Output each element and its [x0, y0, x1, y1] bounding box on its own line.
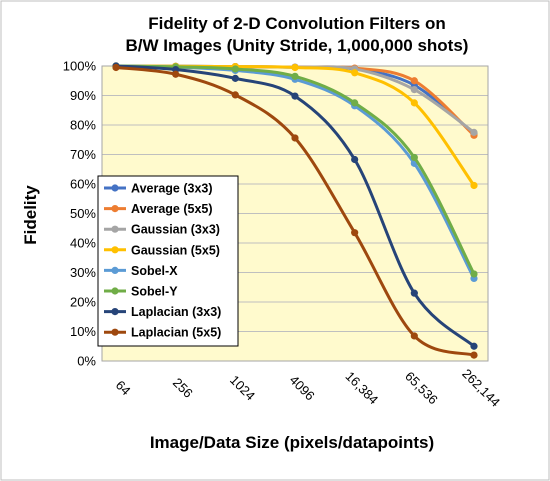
legend-label: Gaussian (5x5) — [131, 243, 220, 257]
data-point — [351, 69, 359, 77]
legend-label: Laplacian (3x3) — [131, 305, 221, 319]
data-point — [172, 70, 180, 78]
legend-label: Sobel-X — [131, 264, 178, 278]
data-point — [112, 63, 120, 72]
chart-title-line-2: B/W Images (Unity Stride, 1,000,000 shot… — [126, 36, 469, 55]
legend-label: Sobel-Y — [131, 285, 178, 299]
data-point — [470, 128, 478, 136]
legend: Average (3x3) Average (5x5) Gaussian (3x3)… — [97, 175, 239, 347]
y-tick-label: 0% — [77, 354, 96, 369]
legend-swatch-marker — [111, 205, 119, 213]
data-point — [351, 155, 359, 164]
data-point — [231, 74, 239, 82]
data-point — [410, 99, 418, 107]
y-axis-title: Fidelity — [21, 185, 40, 245]
series-7 — [112, 63, 478, 359]
y-tick-label: 70% — [70, 147, 96, 162]
legend-label: Average (5x5) — [131, 202, 213, 216]
y-tick-label: 100% — [63, 59, 97, 74]
legend-swatch-marker — [111, 308, 119, 316]
series-lines — [112, 62, 478, 359]
data-point — [351, 99, 359, 107]
y-tick-label: 30% — [70, 265, 96, 280]
chart-title-line-1: Fidelity of 2-D Convolution Filters on — [148, 14, 446, 33]
y-tick-label: 10% — [70, 324, 96, 339]
data-point — [470, 342, 478, 350]
data-point — [351, 229, 359, 237]
data-point — [291, 72, 299, 80]
y-tick-label: 50% — [70, 206, 96, 221]
legend-swatch-marker — [111, 266, 119, 274]
legend-swatch-marker — [111, 184, 119, 192]
data-point — [470, 351, 478, 359]
legend-box — [97, 175, 239, 347]
data-point — [231, 65, 239, 73]
data-point — [410, 153, 418, 162]
data-point — [410, 289, 418, 297]
data-point — [410, 77, 418, 85]
y-tick-label: 40% — [70, 236, 96, 251]
data-point — [291, 134, 299, 142]
legend-label: Gaussian (3x3) — [131, 223, 220, 237]
data-point — [410, 86, 418, 94]
legend-swatch-marker — [111, 225, 119, 233]
data-point — [470, 270, 478, 278]
data-point — [470, 181, 478, 190]
legend-label: Laplacian (5x5) — [131, 326, 221, 340]
data-point — [410, 332, 418, 340]
legend-swatch-marker — [111, 246, 119, 254]
data-point — [231, 91, 239, 99]
data-point — [291, 63, 299, 72]
y-tick-label: 60% — [70, 177, 96, 192]
y-tick-label: 90% — [70, 88, 96, 103]
legend-swatch-marker — [111, 287, 119, 295]
data-point — [291, 92, 299, 100]
y-tick-label: 20% — [70, 295, 96, 310]
legend-label: Average (3x3) — [131, 182, 213, 196]
y-tick-label: 80% — [70, 118, 96, 133]
x-axis-title: Image/Data Size (pixels/datapoints) — [150, 433, 434, 452]
legend-swatch-marker — [111, 328, 119, 336]
